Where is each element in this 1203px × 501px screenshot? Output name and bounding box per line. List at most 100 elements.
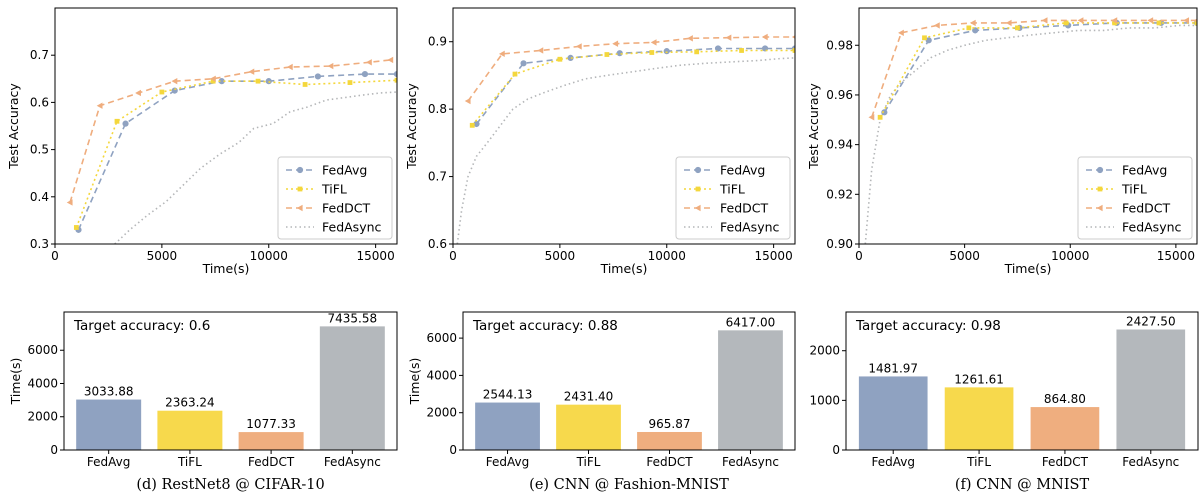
y-tick-label: 0.92 xyxy=(826,187,853,201)
y-tick-label: 0 xyxy=(832,443,840,457)
data-point-feddct xyxy=(1111,17,1118,24)
x-tick-label: TiFL xyxy=(576,455,601,469)
data-point-tifl xyxy=(649,50,655,55)
bar-fedasync xyxy=(319,326,385,450)
legend-marker-feddct xyxy=(694,204,701,212)
data-point-tifl xyxy=(512,71,518,77)
x-tick-label: TiFL xyxy=(966,455,991,469)
x-tick-label: 15000 xyxy=(755,249,793,263)
data-point-feddct xyxy=(96,102,103,109)
data-point-feddct xyxy=(1183,17,1190,24)
target-accuracy-label: Target accuracy: 0.6 xyxy=(73,318,210,334)
data-point-tifl xyxy=(1112,20,1118,26)
data-point-feddct xyxy=(327,62,334,70)
plot-frame xyxy=(54,7,398,245)
x-axis-label: Time(s) xyxy=(202,261,250,276)
series-line-tifl xyxy=(471,49,795,126)
y-axis-label: Test Accuracy xyxy=(404,83,419,170)
x-tick-label: FedAsync xyxy=(1122,455,1179,469)
data-point-tifl xyxy=(694,49,700,55)
legend-marker-fedavg xyxy=(694,166,702,174)
data-point-tifl xyxy=(114,118,120,124)
legend-label-feddct: FedDCT xyxy=(1122,201,1170,216)
y-tick-label: 0.9 xyxy=(428,35,447,49)
data-point-fedavg xyxy=(520,60,527,67)
y-axis-label: Test Accuracy xyxy=(806,83,821,170)
series-line-fedasync xyxy=(114,91,397,244)
y-tick-label: 0.96 xyxy=(826,88,853,102)
legend-label-fedavg: FedAvg xyxy=(322,163,367,178)
plot-area xyxy=(456,33,795,244)
data-point-feddct xyxy=(687,35,693,42)
plot-frame xyxy=(845,311,1199,451)
data-point-tifl xyxy=(1194,20,1197,26)
y-tick-label: 0.5 xyxy=(30,143,49,157)
x-tick-label: FedAvg xyxy=(87,455,130,469)
x-tick-label: 15000 xyxy=(1157,249,1195,263)
y-tick-label: 6000 xyxy=(27,343,58,357)
data-point-feddct xyxy=(650,39,657,46)
x-tick-label: 10000 xyxy=(1051,249,1089,263)
y-tick-label: 0.7 xyxy=(30,48,49,62)
data-point-tifl xyxy=(347,80,353,85)
legend-label-tifl: TiFL xyxy=(321,182,347,197)
x-tick-label: FedDCT xyxy=(1042,455,1089,469)
legend-marker-tifl xyxy=(1097,186,1103,192)
data-point-feddct xyxy=(66,199,73,206)
data-point-tifl xyxy=(469,122,475,128)
data-point-tifl xyxy=(1063,20,1069,26)
bar-fedasync xyxy=(1116,329,1186,450)
bar-chart-1: 3033.88 FedAvg 2363.24 TiFL 1077.33 FedDCT 743… xyxy=(8,311,398,493)
bar-fedavg xyxy=(76,399,142,450)
line-chart-2: 0 5000 10000 15000 0.6 0.7 0.8 0.9 Time(s) Test A… xyxy=(404,7,796,276)
x-tick-label: 0 xyxy=(51,249,59,263)
x-tick-label: 10000 xyxy=(250,249,288,263)
data-point-feddct xyxy=(1005,19,1012,27)
data-point-fedavg xyxy=(925,37,932,44)
x-tick-label: 5000 xyxy=(949,249,980,263)
data-point-feddct xyxy=(171,77,178,85)
bar-value-label: 3033.88 xyxy=(84,385,134,399)
data-point-feddct xyxy=(612,40,619,47)
x-tick-label: 5000 xyxy=(147,249,178,263)
subfigure-caption: (d) RestNet8 @ CIFAR-10 xyxy=(136,477,324,493)
legend-label-fedasync: FedAsync xyxy=(322,220,382,235)
y-axis-label: Time(s) xyxy=(8,358,23,406)
y-tick-label: 0 xyxy=(449,443,457,457)
bar-value-label: 7435.58 xyxy=(328,311,378,325)
plot-area xyxy=(66,56,397,244)
data-point-feddct xyxy=(1077,17,1084,24)
data-point-feddct xyxy=(1041,17,1048,24)
y-tick-label: 0.90 xyxy=(826,237,853,251)
data-point-feddct xyxy=(387,56,394,64)
subfigure-caption: (f) CNN @ MNIST xyxy=(955,477,1090,493)
x-tick-label: FedDCT xyxy=(646,455,693,469)
data-point-feddct xyxy=(725,34,732,41)
y-tick-label: 6000 xyxy=(426,331,457,345)
legend: FedAvg TiFL FedDCT FedAsync xyxy=(1077,156,1193,240)
legend-label-fedasync: FedAsync xyxy=(720,220,780,235)
data-point-fedavg xyxy=(122,120,129,127)
data-point-tifl xyxy=(394,77,397,83)
x-axis-label: Time(s) xyxy=(600,261,648,276)
bar-chart-3: 1481.97 FedAvg 1261.61 TiFL 864.80 FedDCT 2427… xyxy=(809,311,1199,493)
data-point-feddct xyxy=(791,35,795,39)
y-tick-label: 0.98 xyxy=(826,38,853,52)
data-point-fedavg xyxy=(714,45,722,52)
data-point-tifl xyxy=(255,78,261,84)
legend-marker-feddct xyxy=(296,204,303,212)
y-tick-label: 0.4 xyxy=(30,190,49,204)
data-point-feddct xyxy=(537,47,544,54)
y-tick-label: 0 xyxy=(50,443,58,457)
plot-frame xyxy=(858,7,1198,245)
bar-value-label: 1077.33 xyxy=(246,417,296,431)
data-point-tifl xyxy=(557,56,563,62)
bar-tifl xyxy=(556,404,621,450)
data-point-feddct xyxy=(868,114,875,121)
data-point-fedavg xyxy=(567,54,574,61)
y-tick-label: 0.94 xyxy=(826,138,853,152)
x-tick-label: 0 xyxy=(449,249,457,263)
bar-value-label: 864.80 xyxy=(1044,392,1086,406)
y-tick-label: 2000 xyxy=(27,410,58,424)
